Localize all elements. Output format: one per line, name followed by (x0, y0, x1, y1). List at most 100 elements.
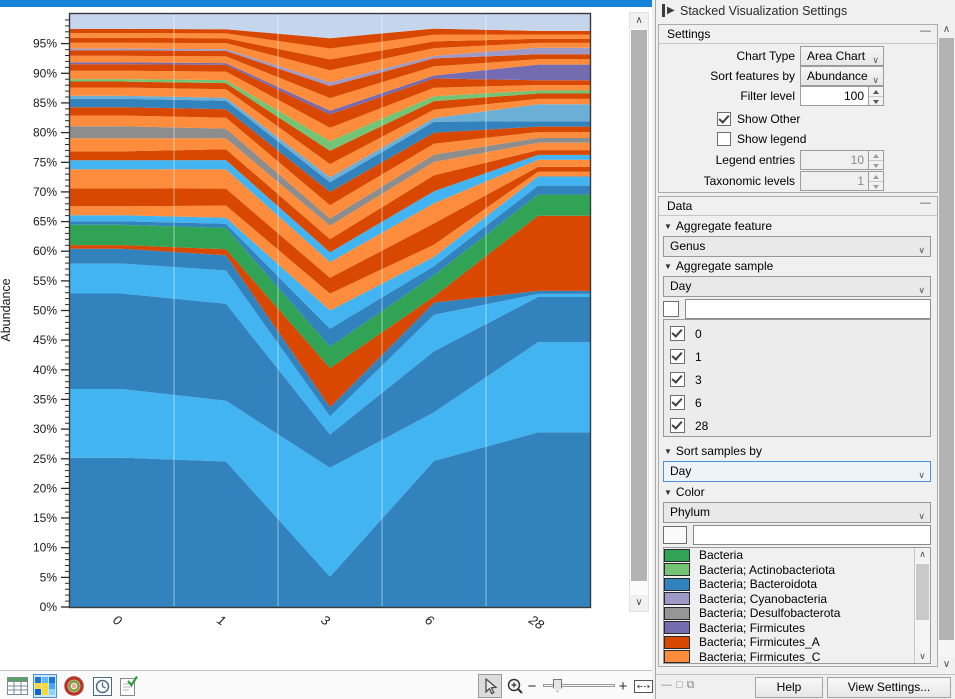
panel-scroll-down-icon[interactable]: ∨ (938, 657, 955, 673)
view-time-clock-button[interactable] (90, 674, 114, 698)
sample-list[interactable]: 0 1 3 628 (663, 319, 931, 437)
sample-checkbox[interactable] (670, 395, 685, 410)
y-tick-label: 65% (33, 215, 57, 229)
panel-vertical-scrollbar[interactable]: ∧ ∨ (938, 22, 955, 673)
filter-level-value[interactable]: 100 (800, 86, 868, 106)
view-stacked-visualization-button[interactable] (33, 674, 57, 698)
spin-up-button[interactable] (869, 87, 883, 96)
sample-list-item[interactable]: 6 (664, 391, 930, 414)
color-list-scroll-down-icon[interactable]: ∨ (915, 650, 930, 663)
chart-vertical-scrollbar[interactable]: ∧ ∨ (629, 12, 649, 612)
zoom-in-button[interactable]: + (615, 674, 631, 698)
minimize-box-icon[interactable]: — (920, 197, 931, 209)
sort-features-row: Sort features by Abundance ∨ (659, 66, 937, 86)
color-legend-item[interactable]: Bacteria; Firmicutes_A (664, 635, 930, 650)
color-legend-item[interactable]: Bacteria; Actinobacteriota (664, 563, 930, 578)
phylum-color-swatch[interactable] (664, 549, 690, 562)
minimize-icon[interactable]: — (661, 679, 676, 691)
color-legend-item[interactable]: Bacteria; Firmicutes (664, 621, 930, 636)
chart-scroll-thumb[interactable] (631, 30, 647, 581)
minimize-box-icon[interactable]: — (920, 25, 931, 37)
y-axis: 0%5%10%15%20%25%30%35%40%45%50%55%60%65%… (33, 20, 70, 614)
chevron-up-icon: ∧ (943, 24, 950, 35)
sample-label: 1 (695, 350, 702, 364)
color-swatch-button[interactable] (663, 526, 687, 544)
phylum-label: Bacteria; Actinobacteriota (699, 563, 835, 577)
phylum-color-swatch[interactable] (664, 607, 690, 620)
color-legend-item[interactable]: Bacteria; Cyanobacteria (664, 592, 930, 607)
panel-scroll-thumb[interactable] (939, 38, 954, 640)
color-legend-item[interactable]: Bacteria (664, 548, 930, 563)
spin-down-button[interactable] (869, 96, 883, 106)
dock-icon[interactable]: ⧉ (687, 679, 699, 691)
color-list-scrollbar[interactable]: ∧ ∨ (914, 548, 930, 663)
color-list-scroll-thumb[interactable] (916, 564, 929, 620)
zoom-select-icon (506, 677, 525, 696)
sample-list-item[interactable]: 1 (664, 345, 930, 368)
panel-scroll-up-icon[interactable]: ∧ (938, 22, 955, 38)
zoom-slider-handle[interactable] (553, 679, 562, 692)
window-control-icons[interactable]: —□⧉ (661, 679, 699, 692)
sample-checkbox[interactable] (670, 326, 685, 341)
aggregate-feature-section[interactable]: ▼Aggregate feature (664, 219, 772, 233)
view-settings-button[interactable]: View Settings... (827, 677, 951, 698)
sample-list-item[interactable]: 0 (664, 322, 930, 345)
sort-samples-section[interactable]: ▼Sort samples by (664, 444, 762, 458)
color-legend-item[interactable]: Bacteria; Desulfobacterota (664, 606, 930, 621)
color-select[interactable]: Phylum ∨ (663, 502, 931, 523)
y-tick-label: 30% (33, 422, 57, 436)
x-axis-label: 28 (526, 611, 548, 632)
color-legend-item[interactable]: Bacteria; Firmicutes_C (664, 650, 930, 665)
aggregate-feature-select[interactable]: Genus ∨ (663, 236, 931, 257)
aggregate-sample-select[interactable]: Day ∨ (663, 276, 931, 297)
phylum-color-swatch[interactable] (664, 578, 690, 591)
phylum-label: Bacteria (699, 548, 743, 562)
sample-label: 3 (695, 373, 702, 387)
sample-search-input[interactable] (685, 299, 931, 319)
sample-checkbox[interactable] (670, 418, 685, 433)
phylum-color-swatch[interactable] (664, 650, 690, 663)
color-search-input[interactable] (693, 525, 931, 545)
phylum-color-swatch[interactable] (664, 621, 690, 634)
color-legend-item[interactable]: Bacteria; Bacteroidota (664, 577, 930, 592)
x-axis-label: 3 (318, 612, 333, 629)
zoom-slider[interactable] (543, 679, 615, 692)
fit-to-width-button[interactable] (631, 674, 655, 698)
help-button[interactable]: Help (755, 677, 823, 698)
color-list-scroll-up-icon[interactable]: ∧ (915, 548, 930, 561)
chart-type-select[interactable]: Area Chart ∨ (800, 46, 884, 66)
show-other-checkbox[interactable] (717, 112, 731, 126)
phylum-label: Bacteria; Firmicutes_C (699, 650, 820, 664)
chart-scroll-down-icon[interactable]: ∨ (630, 595, 648, 611)
restore-icon[interactable]: □ (676, 679, 687, 691)
y-tick-label: 40% (33, 363, 57, 377)
sample-checkbox[interactable] (670, 349, 685, 364)
collapse-panel-icon[interactable]: ▶ (662, 4, 675, 17)
view-ring-diagram-button[interactable] (62, 674, 86, 698)
phylum-color-swatch[interactable] (664, 636, 690, 649)
data-table-icon (7, 677, 28, 695)
filter-level-spinbox[interactable]: 100 (800, 86, 884, 106)
chart-widget: 0%5%10%15%20%25%30%35%40%45%50%55%60%65%… (0, 0, 652, 699)
ring-diagram-icon (64, 676, 84, 696)
phylum-color-swatch[interactable] (664, 592, 690, 605)
sort-features-select[interactable]: Abundance ∨ (800, 66, 884, 86)
zoom-out-button[interactable]: − (524, 674, 540, 698)
sample-checkbox[interactable] (670, 372, 685, 387)
show-legend-checkbox[interactable] (717, 132, 731, 146)
legend-entries-value: 10 (800, 150, 868, 170)
aggregate-sample-section[interactable]: ▼Aggregate sample (664, 259, 773, 273)
sample-list-item[interactable]: 28 (664, 414, 930, 437)
show-legend-row: Show legend (659, 129, 937, 149)
color-legend-list[interactable]: BacteriaBacteria; ActinobacteriotaBacter… (663, 547, 931, 664)
sample-list-item[interactable]: 3 (664, 368, 930, 391)
aggregate-feature-value: Genus (670, 239, 705, 253)
view-data-table-button[interactable] (5, 674, 29, 698)
sort-samples-select[interactable]: Day ∨ (663, 461, 931, 482)
color-section[interactable]: ▼Color (664, 485, 705, 499)
pointer-select-button[interactable] (478, 674, 502, 698)
chart-scroll-up-icon[interactable]: ∧ (630, 13, 648, 29)
select-all-samples-checkbox[interactable] (663, 301, 679, 317)
view-report-button[interactable] (117, 674, 141, 698)
phylum-color-swatch[interactable] (664, 563, 690, 576)
